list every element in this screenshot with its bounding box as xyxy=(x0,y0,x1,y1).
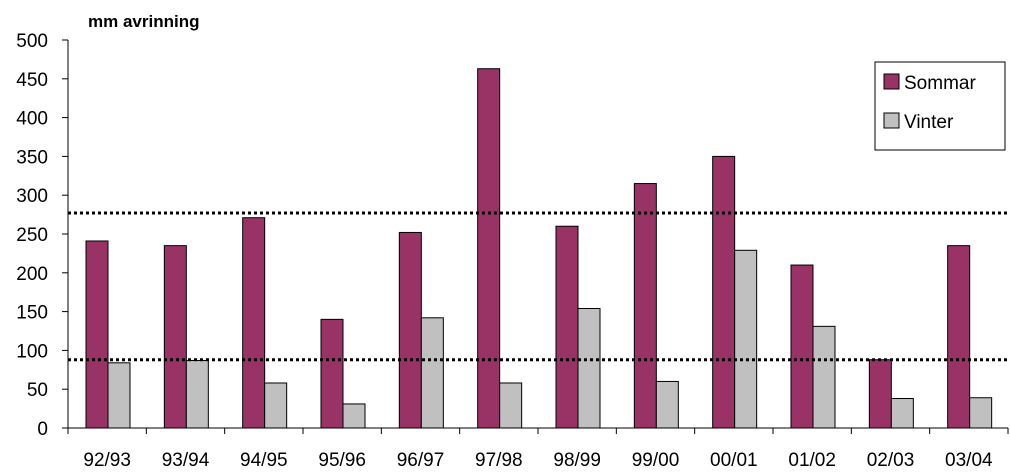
x-tick-label: 99/00 xyxy=(632,450,680,471)
bar-sommar xyxy=(163,245,187,429)
chart-title: mm avrinning xyxy=(88,12,199,31)
bar-sommar xyxy=(790,264,814,429)
legend: Sommar Vinter xyxy=(874,61,1006,151)
bar-vinter xyxy=(655,380,679,429)
x-tick-label: 96/97 xyxy=(397,450,445,471)
bar-vinter xyxy=(812,325,836,429)
reference-lines xyxy=(68,211,1008,362)
legend-swatch-sommar xyxy=(883,73,900,90)
x-tick-label: 98/99 xyxy=(553,450,601,471)
bar-vinter xyxy=(420,317,444,429)
bar-vinter xyxy=(264,382,288,429)
bar-sommar xyxy=(947,245,971,429)
bar-vinter xyxy=(890,398,914,429)
y-tick-label: 200 xyxy=(16,264,48,285)
x-tick-label: 94/95 xyxy=(240,450,288,471)
x-tick-label: 01/02 xyxy=(788,450,836,471)
bar-sommar xyxy=(477,68,501,429)
y-axis: 0 50 100 150 200 250 300 350 400 450 500 xyxy=(16,31,69,440)
legend-label-sommar: Sommar xyxy=(904,73,976,94)
bar-vinter xyxy=(185,359,209,429)
bar-vinter xyxy=(577,307,601,429)
bar-sommar xyxy=(633,183,657,429)
bar-sommar xyxy=(868,359,892,429)
y-tick-label: 250 xyxy=(16,225,48,246)
bar-vinter xyxy=(107,362,131,429)
x-axis: 92/93 93/94 94/95 95/96 96/97 97/98 98/99 99/00… xyxy=(67,427,1009,471)
bar-sommar xyxy=(555,225,579,429)
x-tick-label: 97/98 xyxy=(475,450,523,471)
legend-label-vinter: Vinter xyxy=(904,112,954,133)
y-tick-label: 450 xyxy=(16,70,48,91)
bar-sommar xyxy=(320,318,344,429)
y-tick-label: 400 xyxy=(16,109,48,130)
y-tick-label: 350 xyxy=(16,147,48,168)
bar-vinter xyxy=(969,397,993,429)
bar-vinter xyxy=(499,382,523,429)
legend-swatch-vinter xyxy=(883,112,900,129)
x-tick-label: 95/96 xyxy=(318,450,366,471)
x-tick-label: 00/01 xyxy=(710,450,758,471)
bars-group xyxy=(85,68,993,429)
bar-sommar xyxy=(242,217,266,429)
y-tick-label: 300 xyxy=(16,186,48,207)
y-tick-label: 0 xyxy=(37,419,48,440)
y-tick-label: 50 xyxy=(27,380,48,401)
x-tick-label: 02/03 xyxy=(867,450,915,471)
x-tick-label: 03/04 xyxy=(945,450,993,471)
bar-sommar xyxy=(398,231,422,429)
bar-sommar xyxy=(85,240,109,429)
bar-vinter xyxy=(734,249,758,429)
bar-sommar xyxy=(712,155,736,429)
y-tick-label: 150 xyxy=(16,303,48,324)
x-tick-label: 92/93 xyxy=(83,450,131,471)
y-tick-label: 100 xyxy=(16,341,48,362)
bar-vinter xyxy=(342,403,366,429)
y-tick-label: 500 xyxy=(16,31,48,52)
x-tick-label: 93/94 xyxy=(162,450,210,471)
